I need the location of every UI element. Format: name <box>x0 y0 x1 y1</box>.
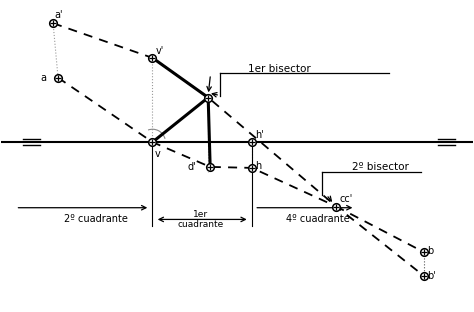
Text: 1er
cuadrante: 1er cuadrante <box>177 210 223 229</box>
Text: 2º bisector: 2º bisector <box>352 162 409 172</box>
Text: a': a' <box>55 10 64 20</box>
Text: b: b <box>427 246 433 256</box>
Text: d': d' <box>187 162 196 172</box>
Text: v': v' <box>155 46 164 56</box>
Text: v: v <box>155 149 161 159</box>
Text: 4º cuadrante: 4º cuadrante <box>286 214 349 224</box>
Text: a: a <box>41 73 47 83</box>
Text: cc': cc' <box>339 194 353 204</box>
Text: h': h' <box>255 130 264 140</box>
Text: 1er bisector: 1er bisector <box>248 64 310 74</box>
Text: h: h <box>255 161 261 171</box>
Text: b': b' <box>427 271 436 281</box>
Text: 2º cuadrante: 2º cuadrante <box>64 214 128 224</box>
